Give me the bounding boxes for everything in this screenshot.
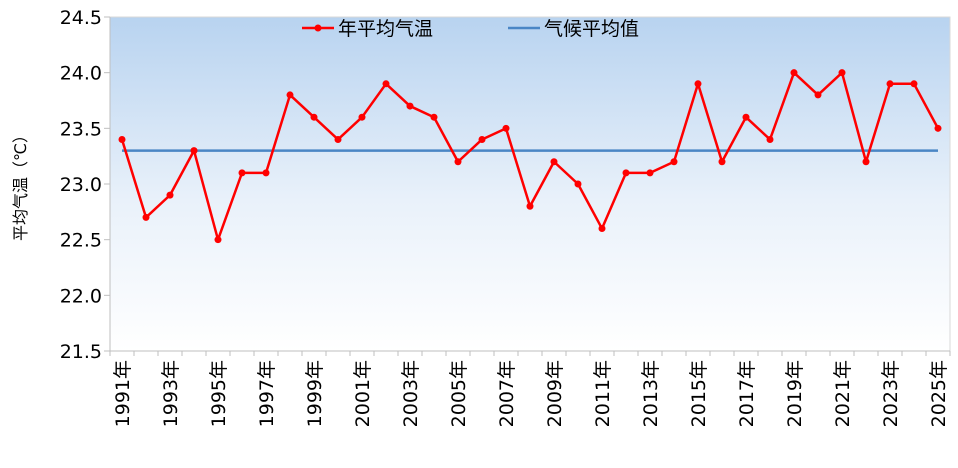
data-point-annual-temp: [718, 158, 726, 166]
x-tick-label: 1997年: [256, 360, 278, 427]
x-tick-label: 1993年: [160, 360, 182, 427]
data-point-annual-temp: [598, 225, 606, 233]
x-tick-label: 2017年: [736, 360, 758, 427]
data-point-annual-temp: [478, 135, 486, 143]
data-point-annual-temp: [262, 169, 270, 177]
plot-area: [109, 16, 951, 352]
x-tick-label: 2021年: [832, 360, 854, 427]
data-point-annual-temp: [430, 113, 438, 121]
data-point-annual-temp: [934, 124, 942, 132]
data-point-annual-temp: [214, 236, 222, 244]
x-tick-label: 2005年: [448, 360, 470, 427]
legend-label-climate-mean: 气候平均值: [544, 18, 639, 40]
data-point-annual-temp: [310, 113, 318, 121]
data-point-annual-temp: [670, 158, 678, 166]
y-tick-label: 21.5: [60, 341, 102, 363]
data-point-annual-temp: [742, 113, 750, 121]
data-point-annual-temp: [454, 158, 462, 166]
data-point-annual-temp: [118, 135, 126, 143]
data-point-annual-temp: [238, 169, 246, 177]
data-point-annual-temp: [406, 102, 414, 110]
data-point-annual-temp: [838, 69, 846, 77]
data-point-annual-temp: [886, 80, 894, 88]
x-tick-label: 2025年: [928, 360, 950, 427]
x-tick-label: 1999年: [304, 360, 326, 427]
data-point-annual-temp: [790, 69, 798, 77]
y-tick-label: 23.5: [60, 118, 102, 140]
x-tick-label: 2019年: [784, 360, 806, 427]
data-point-annual-temp: [526, 202, 534, 210]
data-point-annual-temp: [646, 169, 654, 177]
legend-marker-annual-temp: [314, 24, 322, 32]
data-point-annual-temp: [286, 91, 294, 99]
data-point-annual-temp: [622, 169, 630, 177]
data-point-annual-temp: [862, 158, 870, 166]
x-tick-label: 2013年: [640, 360, 662, 427]
data-point-annual-temp: [910, 80, 918, 88]
x-tick-label: 2023年: [880, 360, 902, 427]
data-point-annual-temp: [694, 80, 702, 88]
data-point-annual-temp: [502, 124, 510, 132]
x-tick-label: 1991年: [112, 360, 134, 427]
y-tick-label: 22.0: [60, 285, 102, 307]
data-point-annual-temp: [382, 80, 390, 88]
x-tick-label: 2003年: [400, 360, 422, 427]
data-point-annual-temp: [814, 91, 822, 99]
x-tick-label: 2011年: [592, 360, 614, 427]
x-tick-label: 1995年: [208, 360, 230, 427]
data-point-annual-temp: [334, 135, 342, 143]
data-point-annual-temp: [142, 213, 150, 221]
y-tick-label: 24.5: [60, 7, 102, 29]
data-point-annual-temp: [766, 135, 774, 143]
data-point-annual-temp: [550, 158, 558, 166]
data-point-annual-temp: [574, 180, 582, 188]
data-point-annual-temp: [190, 147, 198, 155]
x-tick-label: 2015年: [688, 360, 710, 427]
data-point-annual-temp: [358, 113, 366, 121]
legend: 年平均气温 气候平均值: [302, 18, 639, 40]
data-point-annual-temp: [166, 191, 174, 199]
legend-label-annual-temp: 年平均气温: [338, 18, 433, 40]
x-tick-label: 2009年: [544, 360, 566, 427]
y-tick-label: 23.0: [60, 174, 102, 196]
y-tick-label: 24.0: [60, 63, 102, 85]
x-tick-label: 2007年: [496, 360, 518, 427]
y-axis-label: 平均气温（℃）: [11, 127, 30, 241]
y-tick-label: 22.5: [60, 230, 102, 252]
x-tick-label: 2001年: [352, 360, 374, 427]
